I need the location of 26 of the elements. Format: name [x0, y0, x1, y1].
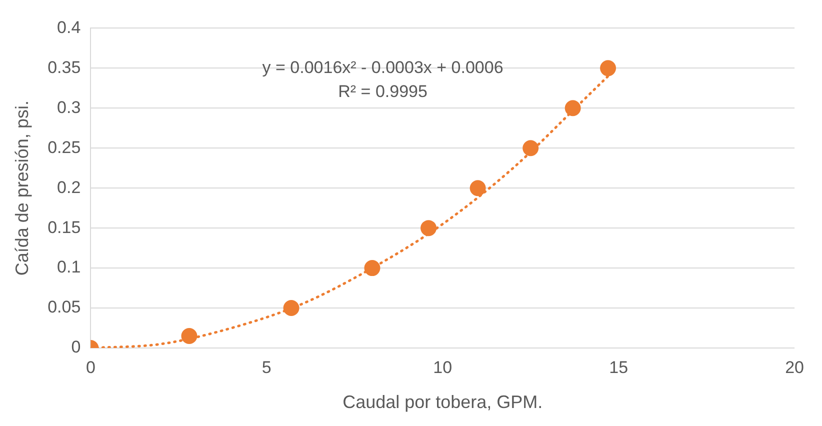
y-tick-label: 0.4 — [57, 18, 81, 37]
point — [600, 60, 616, 76]
point — [522, 140, 539, 156]
annotation: R² = 0.9995 — [338, 82, 428, 101]
x-tick-label: 10 — [433, 358, 452, 377]
annotation: y = 0.0016x² - 0.0003x + 0.0006 — [262, 58, 504, 77]
y-tick-label: 0 — [71, 338, 81, 357]
point — [564, 100, 581, 116]
point — [420, 220, 437, 236]
y-tick-label: 0.05 — [48, 298, 81, 317]
y-tick-label: 0.2 — [57, 178, 81, 197]
y-tick-label: 0.35 — [48, 58, 81, 77]
point — [364, 260, 380, 276]
point — [283, 300, 300, 316]
x-tick-label: 15 — [609, 358, 628, 377]
y-tick-label: 0.3 — [57, 98, 81, 117]
x-tick-label: 5 — [262, 358, 272, 377]
y-tick-label: 0.1 — [57, 258, 81, 277]
y-tick-label: 0.15 — [48, 218, 81, 237]
x-axis-title: Caudal por tobera, GPM. — [342, 392, 543, 412]
x-tick-label: 0 — [86, 358, 96, 377]
y-axis-title: Caída de presión, psi. — [12, 100, 32, 276]
point — [470, 180, 486, 196]
x-tick-label: 20 — [785, 358, 804, 377]
y-tick-label: 0.25 — [48, 138, 81, 157]
point — [181, 328, 198, 344]
